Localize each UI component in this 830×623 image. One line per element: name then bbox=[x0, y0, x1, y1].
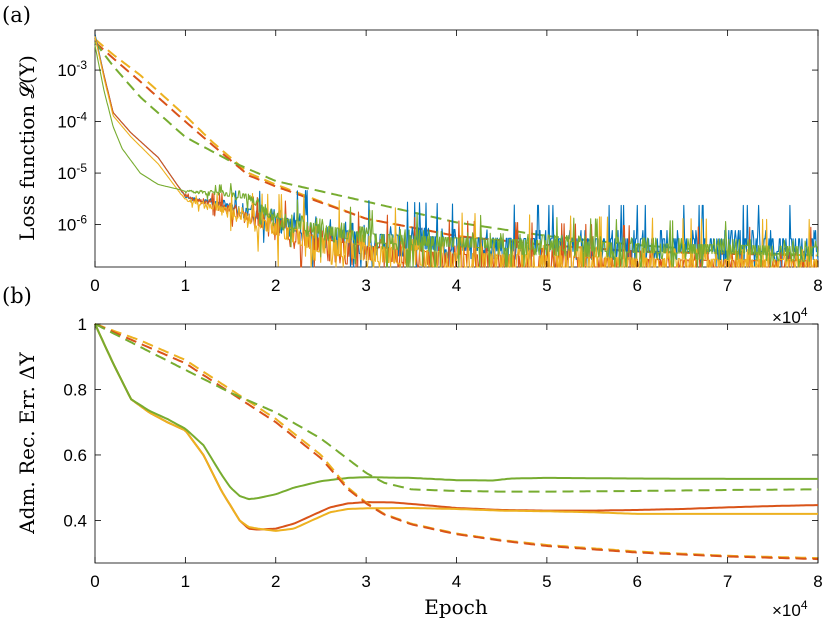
panel-a-axes-box bbox=[94, 29, 819, 268]
panel-a-loss-chart: (a) 0 1 2 3 4 5 6 7 8 10-6 10-5 10-4 10-3 Loss func… bbox=[2, 3, 823, 327]
series-line-1-5 bbox=[94, 323, 819, 493]
panel-a-y-ticks: 10-6 10-5 10-4 10-3 bbox=[57, 58, 818, 235]
x-tick-label: 0 bbox=[90, 276, 99, 295]
series-line-1-3 bbox=[94, 323, 819, 560]
x-tick-label: 6 bbox=[633, 276, 642, 295]
y-tick-label: 10-6 bbox=[57, 213, 87, 235]
panel-b-x-axis-title: Epoch bbox=[424, 595, 488, 619]
x-tick-label: 6 bbox=[633, 572, 642, 591]
panel-b-x-exponent: ×104 bbox=[772, 598, 808, 620]
panel-b-error-chart: (b) 0 1 2 3 4 5 6 7 8 0.4 0.6 0.8 1 Adm. Rec. Err. … bbox=[2, 284, 823, 620]
x-tick-label: 8 bbox=[813, 276, 822, 295]
panel-b-x-ticks: 0 1 2 3 4 5 6 7 8 bbox=[90, 324, 823, 591]
series-line-1-0 bbox=[94, 323, 818, 531]
panel-b-y-axis-title: Adm. Rec. Err. ΔY bbox=[15, 351, 39, 534]
y-tick-label: 0.6 bbox=[63, 446, 87, 465]
x-tick-label: 2 bbox=[271, 276, 280, 295]
panel-b-label: (b) bbox=[2, 284, 32, 308]
x-tick-label: 4 bbox=[452, 572, 461, 591]
series-line-0-2 bbox=[94, 41, 819, 257]
series-line-0-6 bbox=[94, 45, 819, 268]
panel-b-y-ticks: 0.4 0.6 0.8 1 bbox=[63, 315, 818, 530]
x-tick-label: 5 bbox=[542, 572, 551, 591]
x-tick-label: 4 bbox=[452, 276, 461, 295]
panel-a-x-exponent: ×104 bbox=[772, 305, 808, 327]
panel-a-series-group bbox=[94, 33, 819, 268]
x-tick-label: 3 bbox=[361, 276, 370, 295]
panel-a-label: (a) bbox=[2, 3, 31, 27]
y-tick-label: 10-5 bbox=[57, 161, 87, 183]
series-line-0-4 bbox=[94, 36, 819, 268]
y-tick-label: 10-4 bbox=[57, 110, 87, 132]
x-tick-label: 8 bbox=[813, 572, 822, 591]
panel-b-axes-box bbox=[94, 323, 819, 564]
series-line-0-5 bbox=[94, 36, 818, 268]
series-line-1-2 bbox=[94, 323, 818, 501]
panel-b-series-group bbox=[94, 323, 819, 561]
y-tick-label: 0.8 bbox=[63, 380, 87, 399]
series-line-1-4 bbox=[94, 323, 819, 561]
x-tick-label: 7 bbox=[723, 276, 732, 295]
x-tick-label: 5 bbox=[542, 276, 551, 295]
x-tick-label: 3 bbox=[361, 572, 370, 591]
series-line-0-1 bbox=[94, 41, 819, 257]
series-line-1-1 bbox=[94, 323, 818, 532]
y-tick-label: 1 bbox=[78, 315, 87, 334]
series-line-0-3 bbox=[94, 33, 819, 268]
panel-a-y-axis-title: Loss function 𝓛(Y) bbox=[15, 55, 39, 241]
y-tick-label: 0.4 bbox=[63, 511, 87, 530]
x-tick-label: 7 bbox=[723, 572, 732, 591]
y-tick-label: 10-3 bbox=[57, 58, 87, 80]
x-tick-label: 2 bbox=[271, 572, 280, 591]
x-tick-label: 0 bbox=[90, 572, 99, 591]
panel-a-x-ticks: 0 1 2 3 4 5 6 7 8 bbox=[90, 30, 823, 295]
x-tick-label: 1 bbox=[181, 572, 190, 591]
x-tick-label: 1 bbox=[181, 276, 190, 295]
